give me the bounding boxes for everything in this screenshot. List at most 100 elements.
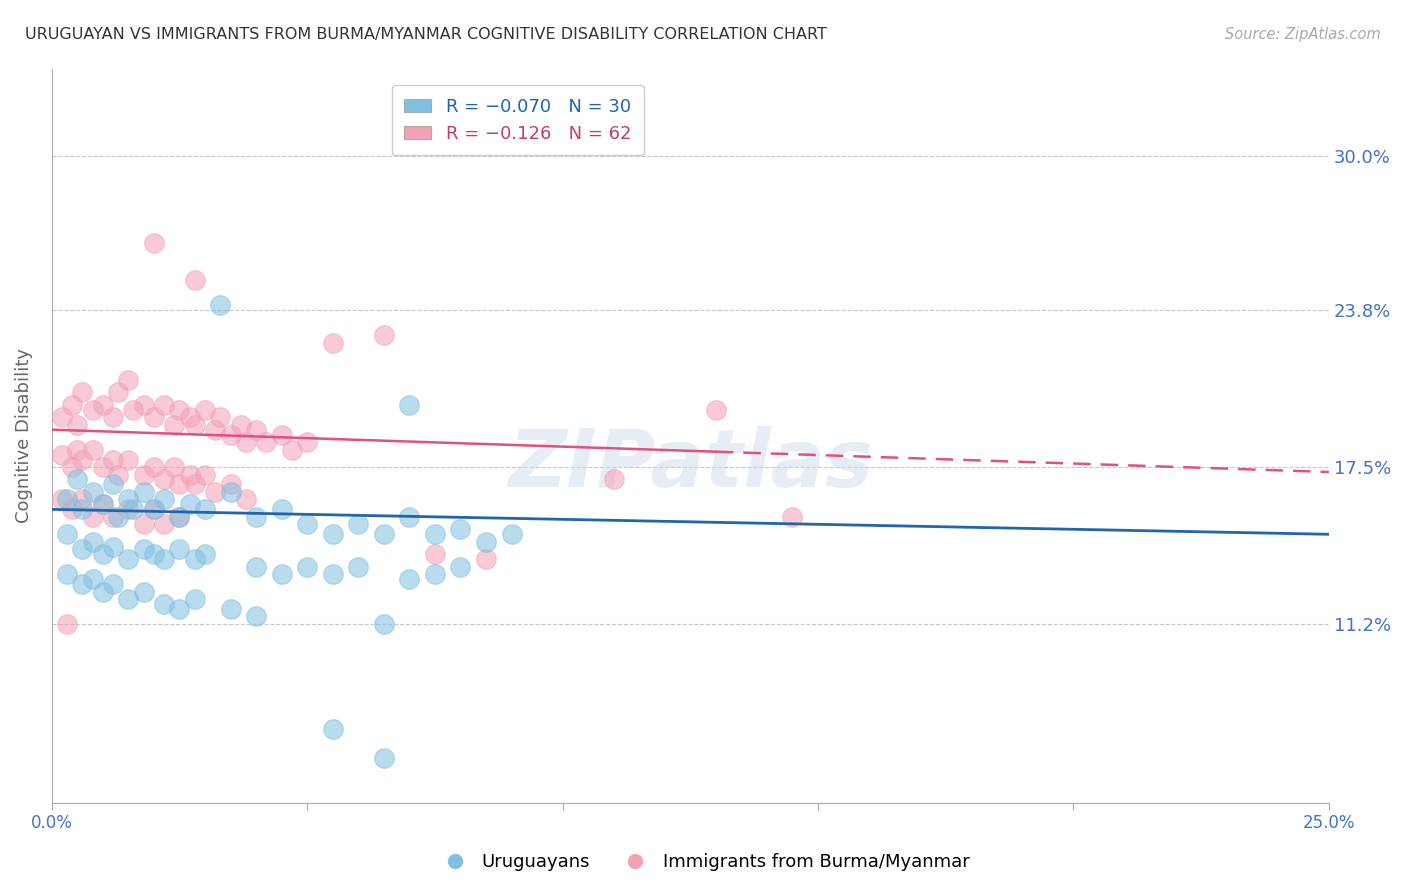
Point <box>117 452 139 467</box>
Point <box>235 492 257 507</box>
Point <box>117 502 139 516</box>
Point <box>423 567 446 582</box>
Point <box>295 435 318 450</box>
Point <box>132 485 155 500</box>
Point <box>184 477 207 491</box>
Point <box>204 423 226 437</box>
Point <box>245 423 267 437</box>
Point <box>91 460 114 475</box>
Point <box>184 273 207 287</box>
Point <box>295 559 318 574</box>
Legend: Uruguayans, Immigrants from Burma/Myanmar: Uruguayans, Immigrants from Burma/Myanma… <box>429 847 977 879</box>
Point <box>101 577 124 591</box>
Point <box>142 235 165 250</box>
Point <box>270 427 292 442</box>
Point <box>219 485 242 500</box>
Point <box>142 460 165 475</box>
Point <box>91 547 114 561</box>
Point <box>56 567 79 582</box>
Point <box>142 410 165 425</box>
Point <box>51 492 73 507</box>
Point <box>132 542 155 557</box>
Point <box>179 467 201 482</box>
Point <box>169 477 191 491</box>
Point <box>219 477 242 491</box>
Point <box>322 567 344 582</box>
Point <box>194 502 217 516</box>
Point <box>142 547 165 561</box>
Point <box>132 584 155 599</box>
Point <box>82 534 104 549</box>
Point <box>449 522 471 536</box>
Point <box>66 473 89 487</box>
Point <box>169 509 191 524</box>
Point <box>56 492 79 507</box>
Point <box>204 485 226 500</box>
Y-axis label: Cognitive Disability: Cognitive Disability <box>15 349 32 524</box>
Point <box>122 402 145 417</box>
Point <box>398 509 420 524</box>
Point <box>132 398 155 412</box>
Point <box>322 527 344 541</box>
Point <box>398 572 420 586</box>
Point <box>91 584 114 599</box>
Point <box>153 517 176 532</box>
Point <box>132 517 155 532</box>
Point <box>117 492 139 507</box>
Point <box>101 410 124 425</box>
Point <box>153 597 176 611</box>
Point <box>82 402 104 417</box>
Point <box>153 492 176 507</box>
Point <box>347 517 370 532</box>
Point <box>501 527 523 541</box>
Point <box>101 452 124 467</box>
Point <box>373 328 395 343</box>
Point <box>91 497 114 511</box>
Point <box>51 448 73 462</box>
Point <box>142 502 165 516</box>
Point <box>194 467 217 482</box>
Point <box>60 460 83 475</box>
Point <box>322 335 344 350</box>
Point <box>194 402 217 417</box>
Point <box>107 467 129 482</box>
Point <box>72 492 94 507</box>
Point <box>82 442 104 457</box>
Point <box>82 509 104 524</box>
Point <box>163 460 186 475</box>
Point <box>449 559 471 574</box>
Point <box>194 547 217 561</box>
Point <box>56 527 79 541</box>
Point <box>169 602 191 616</box>
Point <box>66 442 89 457</box>
Point <box>169 542 191 557</box>
Point <box>475 534 498 549</box>
Point <box>117 552 139 566</box>
Point <box>602 473 624 487</box>
Text: 0.0%: 0.0% <box>31 814 73 832</box>
Point <box>184 552 207 566</box>
Point <box>475 552 498 566</box>
Point <box>117 373 139 387</box>
Point <box>56 617 79 632</box>
Point <box>169 402 191 417</box>
Point <box>184 592 207 607</box>
Point <box>60 502 83 516</box>
Point <box>153 473 176 487</box>
Point <box>72 577 94 591</box>
Point <box>295 517 318 532</box>
Point <box>107 509 129 524</box>
Point <box>101 509 124 524</box>
Text: Source: ZipAtlas.com: Source: ZipAtlas.com <box>1225 27 1381 42</box>
Point <box>60 398 83 412</box>
Point <box>101 540 124 554</box>
Point <box>423 547 446 561</box>
Point <box>153 552 176 566</box>
Point <box>245 559 267 574</box>
Point <box>72 452 94 467</box>
Text: ZIPatlas: ZIPatlas <box>508 426 873 504</box>
Legend: R = −0.070   N = 30, R = −0.126   N = 62: R = −0.070 N = 30, R = −0.126 N = 62 <box>392 85 644 155</box>
Point <box>704 402 727 417</box>
Point <box>219 602 242 616</box>
Point <box>782 509 804 524</box>
